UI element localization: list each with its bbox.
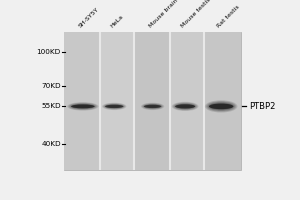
Ellipse shape <box>213 106 229 107</box>
Ellipse shape <box>210 103 232 109</box>
Ellipse shape <box>106 105 122 108</box>
Ellipse shape <box>145 105 161 108</box>
Ellipse shape <box>146 105 159 107</box>
Ellipse shape <box>175 104 196 109</box>
Text: 70KD: 70KD <box>41 83 61 89</box>
Ellipse shape <box>172 102 199 111</box>
Ellipse shape <box>174 103 196 110</box>
Ellipse shape <box>145 105 160 108</box>
Text: HeLa: HeLa <box>110 14 124 29</box>
Ellipse shape <box>209 104 233 109</box>
Ellipse shape <box>108 106 120 107</box>
Ellipse shape <box>212 105 230 108</box>
Text: Mouse testis: Mouse testis <box>180 0 212 29</box>
Bar <box>64 32 241 170</box>
Ellipse shape <box>206 101 236 112</box>
Ellipse shape <box>207 102 235 111</box>
Ellipse shape <box>106 105 123 108</box>
Ellipse shape <box>102 103 126 110</box>
Ellipse shape <box>179 106 191 107</box>
Ellipse shape <box>67 102 98 111</box>
Ellipse shape <box>103 103 125 110</box>
Ellipse shape <box>176 104 194 109</box>
Ellipse shape <box>73 105 93 108</box>
Ellipse shape <box>175 104 195 108</box>
Ellipse shape <box>107 105 121 107</box>
Ellipse shape <box>68 103 98 110</box>
Text: Rat testis: Rat testis <box>217 4 241 29</box>
Ellipse shape <box>71 104 95 109</box>
Text: 100KD: 100KD <box>37 49 61 55</box>
Ellipse shape <box>141 103 164 110</box>
Ellipse shape <box>104 104 124 109</box>
Text: PTBP2: PTBP2 <box>249 102 275 111</box>
Ellipse shape <box>173 102 197 110</box>
Bar <box>170 32 204 170</box>
Ellipse shape <box>71 104 94 108</box>
Ellipse shape <box>177 105 194 108</box>
Ellipse shape <box>105 105 123 108</box>
Ellipse shape <box>205 100 238 113</box>
Ellipse shape <box>74 105 92 107</box>
Ellipse shape <box>211 104 231 109</box>
Ellipse shape <box>208 103 234 110</box>
Ellipse shape <box>143 104 163 109</box>
Ellipse shape <box>144 105 161 108</box>
Ellipse shape <box>70 103 96 110</box>
Text: SH-SY5Y: SH-SY5Y <box>78 6 100 29</box>
Bar <box>204 32 241 170</box>
Text: 40KD: 40KD <box>41 141 61 147</box>
Text: Mouse brain: Mouse brain <box>148 0 179 29</box>
Ellipse shape <box>105 104 124 109</box>
Ellipse shape <box>147 106 158 107</box>
Bar <box>100 32 134 170</box>
Ellipse shape <box>72 104 94 109</box>
Ellipse shape <box>142 103 163 110</box>
Bar <box>134 32 170 170</box>
Ellipse shape <box>178 105 193 108</box>
Bar <box>64 32 100 170</box>
Text: 55KD: 55KD <box>41 103 61 109</box>
Ellipse shape <box>75 106 90 107</box>
Ellipse shape <box>144 104 162 109</box>
